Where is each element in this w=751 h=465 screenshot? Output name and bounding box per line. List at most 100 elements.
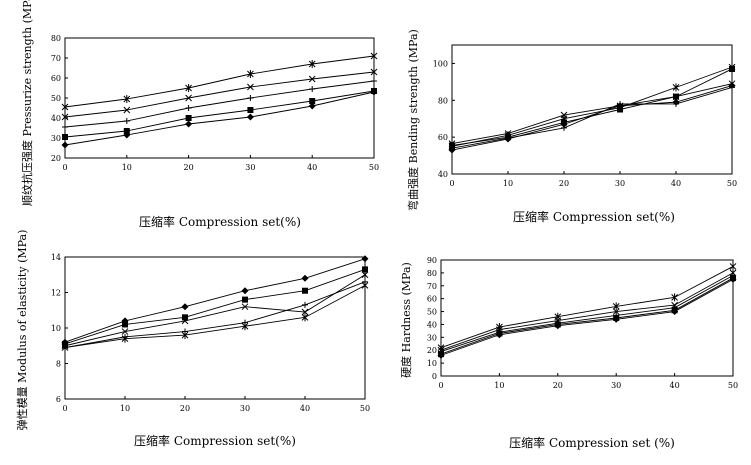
y-tick-label: 80 (427, 269, 437, 278)
series-2 (62, 266, 368, 347)
x-point (308, 75, 316, 83)
series-4 (62, 278, 368, 351)
diamond-point (729, 275, 737, 283)
series-line (64, 55, 375, 108)
diamond-point (370, 88, 378, 96)
diamond-point (61, 141, 69, 149)
y-axis-title: 硬度 Hardness (MPa) (399, 262, 413, 378)
series-line (64, 258, 366, 343)
square-point (362, 266, 368, 273)
diamond-point (185, 120, 193, 128)
series-5 (448, 82, 736, 154)
x-tick-label: 10 (503, 179, 513, 188)
y-tick-label: 60 (438, 133, 448, 142)
y-tick-label: 50 (51, 94, 61, 103)
square-point (182, 314, 188, 321)
square-point (62, 134, 68, 140)
plus-point (247, 95, 254, 101)
asterisk-point (123, 95, 131, 103)
asterisk-point (61, 103, 69, 111)
x-point (247, 83, 254, 91)
series-line (64, 90, 375, 138)
y-tick-label: 50 (427, 308, 437, 317)
diamond-point (308, 102, 316, 110)
series-line (64, 274, 366, 347)
x-tick-label: 50 (369, 163, 379, 172)
square-point (302, 287, 308, 294)
plus-point (123, 118, 130, 124)
square-point (617, 106, 623, 113)
square-point (123, 128, 130, 134)
x-axis-title: 压缩率 Compression set (%) (509, 435, 675, 450)
series-line (440, 278, 734, 356)
asterisk-point (61, 343, 69, 352)
x-point (241, 303, 249, 311)
x-tick-label: 30 (245, 163, 255, 172)
series-line (451, 68, 733, 146)
x-tick-label: 50 (360, 404, 370, 413)
x-point (181, 317, 189, 325)
series-line (440, 275, 734, 352)
square-point (242, 296, 248, 303)
series-line (440, 266, 734, 349)
y-tick-label: 40 (427, 320, 437, 329)
series-4 (62, 88, 377, 140)
diamond-point (241, 287, 249, 295)
x-tick-label: 0 (62, 163, 67, 172)
x-tick-label: 0 (62, 404, 67, 413)
y-axis-title: 弹性模量 Modulus of elasticity (MPa) (15, 230, 29, 431)
x-point (185, 94, 192, 102)
asterisk-point (672, 83, 680, 92)
x-point (370, 68, 378, 76)
y-tick-label: 40 (51, 114, 61, 123)
asterisk-point (612, 302, 620, 311)
asterisk-point (308, 60, 316, 68)
y-tick-label: 80 (438, 96, 448, 105)
x-tick-label: 40 (670, 381, 680, 390)
plot-frame (451, 44, 733, 175)
diamond-point (560, 120, 568, 128)
y-tick-label: 12 (51, 289, 61, 298)
x-tick-label: 0 (438, 381, 443, 390)
asterisk-point (247, 70, 254, 78)
x-tick-label: 10 (120, 404, 130, 413)
x-point (121, 328, 129, 335)
series-line (64, 281, 366, 348)
plus-point (371, 78, 377, 84)
x-point (301, 308, 309, 316)
x-point (361, 271, 369, 279)
x-point (560, 111, 568, 119)
bending-strength-chart: 40 60 80 100 0 10 20 30 40 50 压缩率 Compression set(… (406, 29, 737, 224)
x-axis-title: 压缩率 Compression set(%) (513, 209, 675, 224)
series-line (64, 80, 375, 128)
diamond-point (246, 113, 254, 121)
plus-point (62, 124, 68, 130)
modulus-elasticity-chart: 6 8 10 12 14 0 10 20 30 40 50 压缩率 Compression set(%… (15, 230, 370, 448)
y-tick-label: 30 (51, 134, 61, 143)
x-point (123, 106, 131, 114)
series-5 (61, 281, 369, 352)
plot-frame (64, 37, 375, 159)
x-axis-title: 压缩率 Compression set(%) (134, 433, 296, 448)
x-tick-label: 20 (184, 163, 194, 172)
x-tick-label: 20 (559, 179, 569, 188)
asterisk-point (370, 52, 378, 60)
asterisk-point (241, 322, 249, 331)
y-tick-label: 60 (51, 74, 61, 83)
y-tick-label: 60 (427, 295, 437, 304)
asterisk-point (729, 262, 737, 271)
x-point (612, 308, 620, 315)
x-tick-label: 30 (240, 404, 250, 413)
y-tick-label: 20 (427, 346, 437, 355)
asterisk-point (361, 281, 369, 290)
series-line (451, 66, 733, 147)
x-tick-label: 40 (300, 404, 310, 413)
plot-frame (64, 256, 366, 400)
series-line (451, 83, 733, 145)
x-tick-label: 50 (728, 381, 738, 390)
x-tick-label: 0 (449, 179, 454, 188)
x-tick-label: 10 (122, 163, 132, 172)
asterisk-point (301, 313, 309, 322)
y-axis-title: 弯曲强度 Bending strength (MPa) (406, 29, 420, 211)
